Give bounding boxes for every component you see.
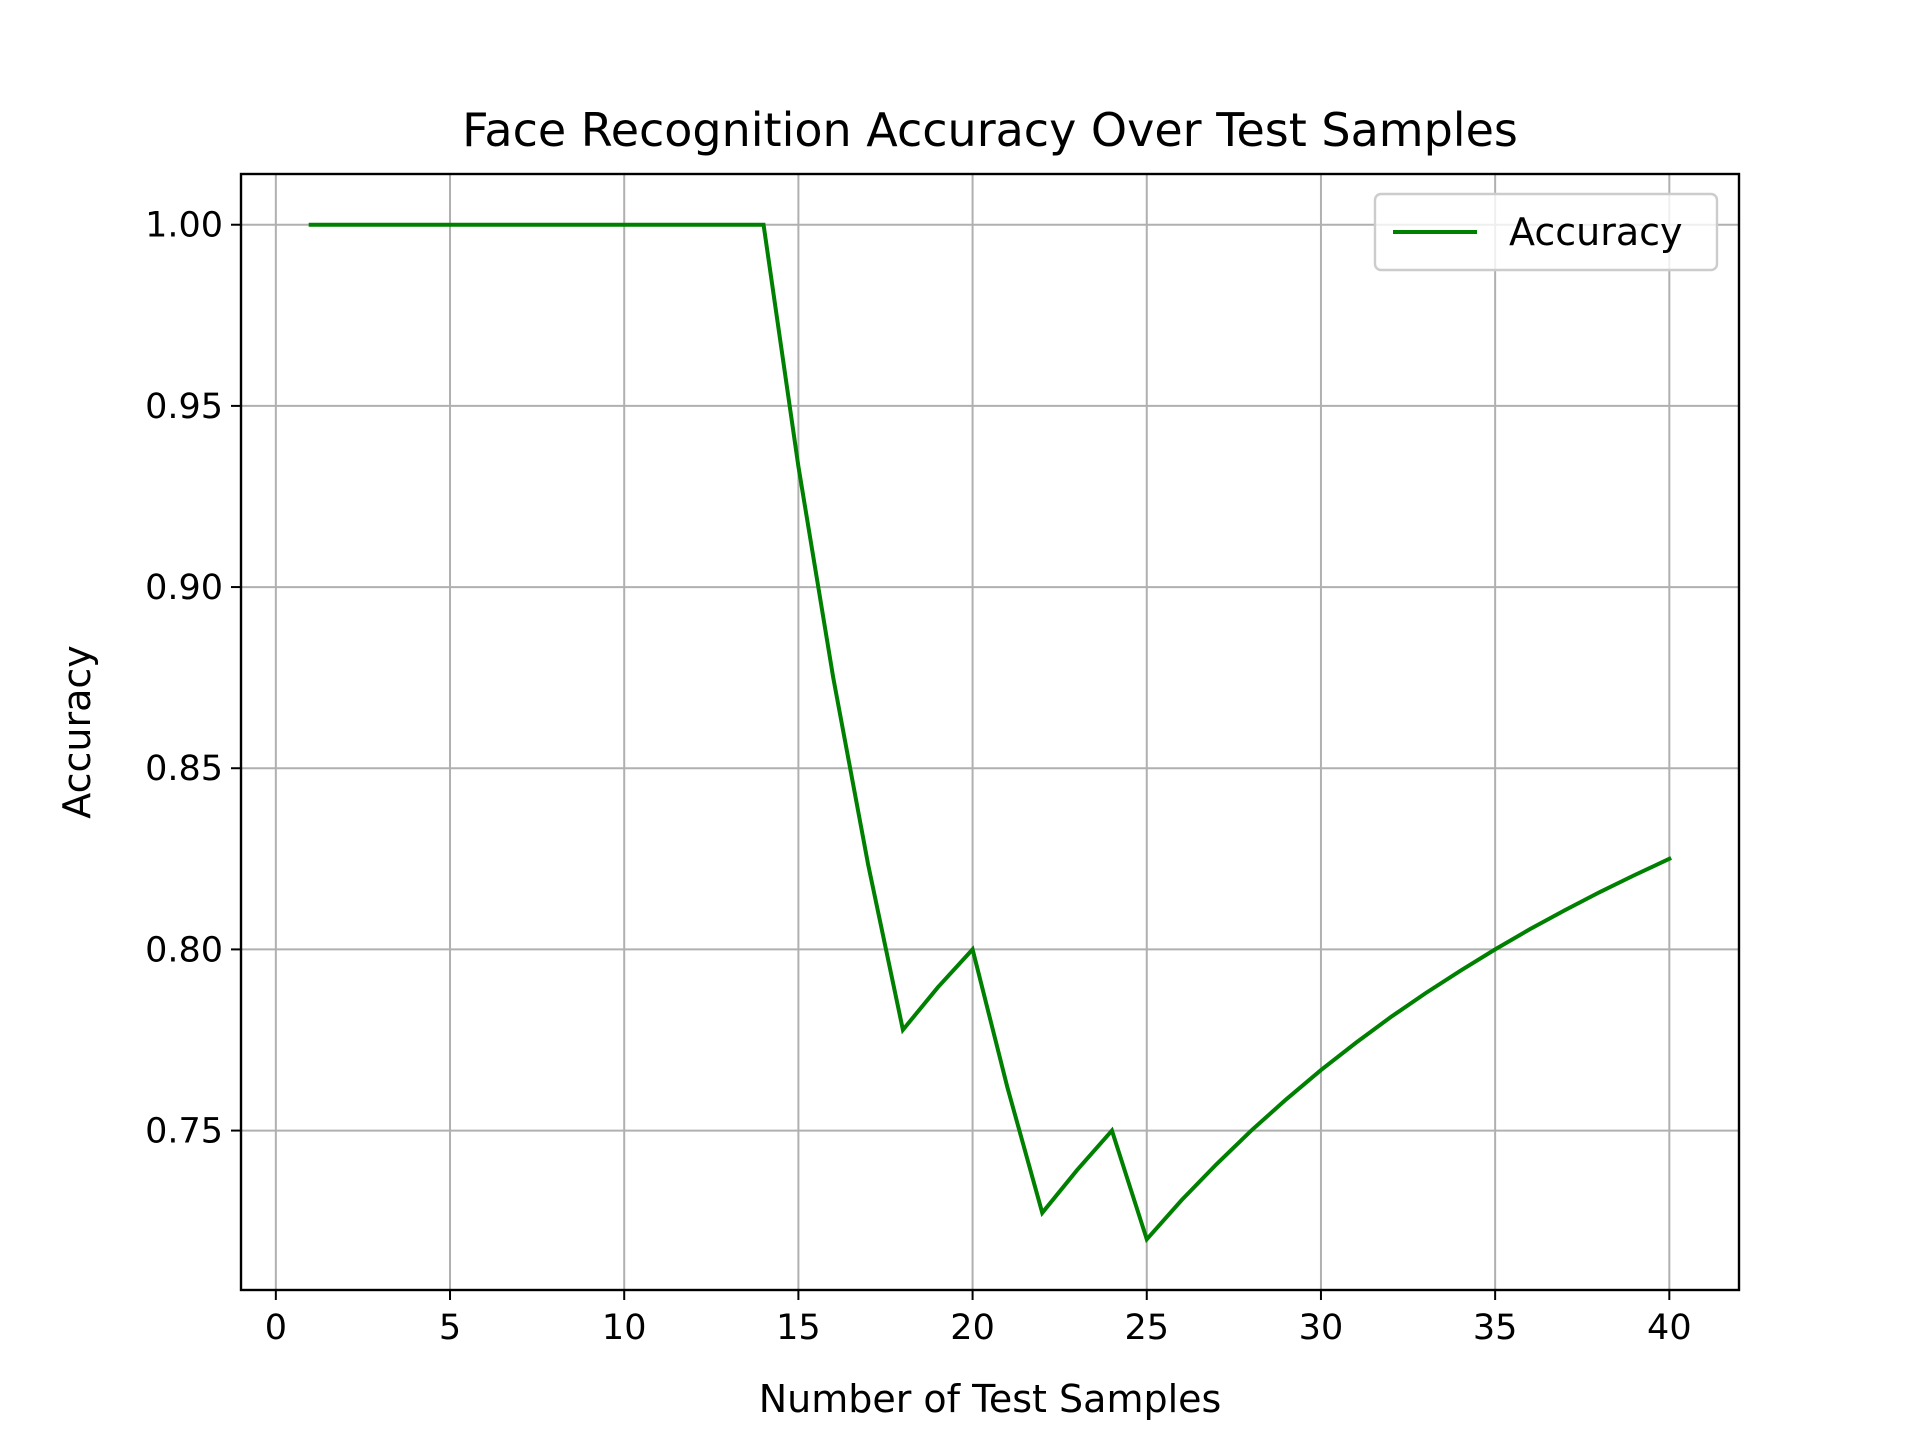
data-point [483,223,487,227]
chart-title: Face Recognition Accuracy Over Test Samp… [462,103,1518,157]
y-axis-title: Accuracy [55,645,99,819]
data-point [518,223,522,227]
data-point [727,223,731,227]
y-tick-label: 0.95 [145,387,223,427]
data-point [692,223,696,227]
data-point [1180,1198,1184,1202]
data-point [1389,1015,1393,1019]
data-point [971,947,975,951]
legend-label-accuracy: Accuracy [1509,210,1683,254]
data-point [1249,1129,1253,1133]
data-point [1493,947,1497,951]
data-point [1632,873,1636,877]
x-tick-label: 40 [1647,1308,1692,1348]
data-point [1354,1041,1358,1045]
data-point [1075,1168,1079,1172]
x-tick-label: 35 [1473,1308,1518,1348]
data-point [413,223,417,227]
data-point [936,985,940,989]
data-point [1214,1162,1218,1166]
data-point [901,1028,905,1032]
grid-lines [241,174,1739,1290]
x-tick-label: 30 [1299,1308,1344,1348]
y-tick-label: 0.80 [145,930,223,970]
data-point [831,676,835,680]
data-point [344,223,348,227]
series-layer [308,222,1672,1244]
data-point [622,223,626,227]
legend-box [1373,192,1719,272]
data-point [1528,927,1532,931]
y-tick-label: 0.75 [145,1112,223,1152]
x-tick-label: 5 [439,1308,461,1348]
y-tick-label: 0.90 [145,568,223,608]
x-axis-title: Number of Test Samples [759,1377,1222,1421]
data-point [587,223,591,227]
axis-ticks: 0 5 10 15 20 25 30 35 40 0.75 0.80 0.85 0.90 0.95 1.00 [145,206,1692,1348]
x-tick-label: 10 [602,1308,647,1348]
data-point [657,223,661,227]
data-point [1005,1085,1009,1089]
data-point [1040,1211,1044,1215]
data-point [1598,890,1602,894]
data-point [1667,857,1671,861]
data-point [1284,1097,1288,1101]
x-tick-label: 25 [1124,1308,1169,1348]
x-tick-label: 0 [265,1308,287,1348]
data-point [553,223,557,227]
data-point [309,223,313,227]
data-point [1145,1237,1149,1241]
y-tick-label: 0.85 [145,749,223,789]
data-point [762,223,766,227]
data-point [378,223,382,227]
data-point [866,862,870,866]
data-point [1423,991,1427,995]
legend: Accuracy [1373,192,1719,272]
series-line-accuracy [308,222,1672,1244]
x-tick-label: 15 [776,1308,821,1348]
data-point [1458,969,1462,973]
data-point [448,223,452,227]
data-point [796,464,800,468]
y-tick-label: 1.00 [145,206,223,246]
x-tick-label: 20 [950,1308,995,1348]
data-point [1563,908,1567,912]
plot-frame [239,172,1741,1292]
data-point [1110,1129,1114,1133]
data-point [1319,1068,1323,1072]
